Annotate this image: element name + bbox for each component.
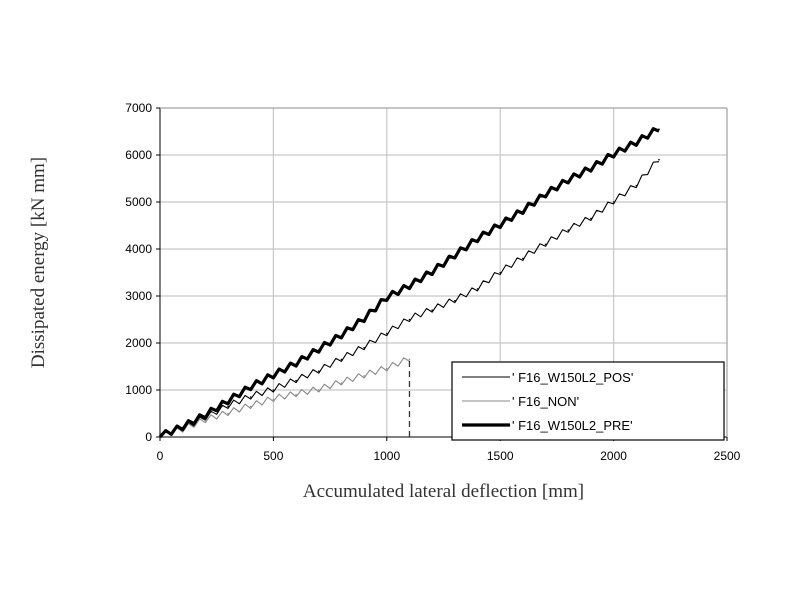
legend-label-2: ' F16_NON' — [512, 394, 579, 409]
data-point — [658, 158, 660, 161]
data-point — [159, 436, 161, 438]
data-point — [227, 400, 229, 403]
y-tick-label: 1000 — [125, 383, 152, 397]
data-point — [408, 318, 411, 321]
series-line-3 — [158, 127, 660, 439]
data-point — [612, 154, 615, 156]
data-point — [295, 363, 297, 365]
y-tick-label: 3000 — [125, 289, 152, 303]
y-axis-title: Dissipated energy [kN mm] — [28, 157, 49, 368]
data-point — [204, 419, 207, 422]
data-point — [340, 335, 343, 337]
y-tick-label: 7000 — [125, 101, 152, 115]
data-point — [363, 375, 365, 377]
data-point — [522, 257, 524, 260]
data-point — [522, 210, 524, 213]
data-point — [363, 318, 365, 321]
data-point — [340, 358, 343, 361]
data-point — [340, 382, 343, 384]
x-tick-label: 500 — [263, 449, 283, 463]
data-point — [272, 389, 275, 391]
data-point — [454, 299, 456, 302]
data-point — [204, 415, 207, 417]
data-point — [658, 128, 660, 130]
data-point — [386, 332, 388, 335]
x-tick-label: 0 — [157, 449, 164, 463]
data-point — [227, 405, 229, 408]
y-tick-label: 4000 — [125, 242, 152, 256]
x-tick-label: 1000 — [373, 449, 400, 463]
data-point — [635, 142, 638, 145]
series-line-2 — [159, 357, 410, 438]
data-point — [499, 271, 502, 274]
data-point — [567, 229, 570, 231]
data-point — [590, 217, 592, 220]
data-point — [476, 238, 479, 241]
y-tick-label: 2000 — [125, 336, 152, 350]
data-point — [227, 412, 229, 415]
data-point — [544, 194, 547, 196]
data-point — [249, 386, 252, 389]
data-point — [317, 349, 320, 351]
y-tick-label: 5000 — [125, 195, 152, 209]
data-point — [408, 285, 411, 288]
data-point — [612, 201, 615, 203]
data-point — [454, 255, 456, 257]
data-point — [386, 297, 388, 300]
data-point — [295, 379, 297, 382]
x-tick-label: 2000 — [600, 449, 627, 463]
data-point — [249, 396, 252, 398]
data-point — [181, 426, 184, 429]
data-point — [476, 288, 479, 290]
data-point — [567, 180, 570, 182]
data-point — [431, 309, 433, 311]
data-point — [635, 184, 638, 187]
data-point — [363, 346, 365, 349]
data-point — [544, 243, 547, 246]
data-point — [272, 375, 275, 377]
y-tick-label: 0 — [145, 430, 152, 444]
data-point — [431, 271, 433, 274]
data-point — [408, 358, 411, 361]
legend-label-3: ' F16_W150L2_PRE' — [512, 418, 633, 433]
data-point — [249, 405, 252, 408]
legend-label-1: ' F16_W150L2_POS' — [512, 370, 633, 385]
data-point — [317, 370, 320, 373]
data-point — [499, 224, 502, 227]
data-point — [295, 393, 297, 396]
x-axis-title: Accumulated lateral deflection [mm] — [303, 481, 584, 502]
x-tick-label: 1500 — [487, 449, 514, 463]
data-point — [386, 368, 388, 370]
data-point — [272, 398, 275, 401]
y-tick-label: 6000 — [125, 148, 152, 162]
data-point — [317, 389, 320, 391]
x-tick-label: 2500 — [714, 449, 741, 463]
data-point — [590, 168, 592, 170]
series-line-1 — [159, 161, 660, 438]
